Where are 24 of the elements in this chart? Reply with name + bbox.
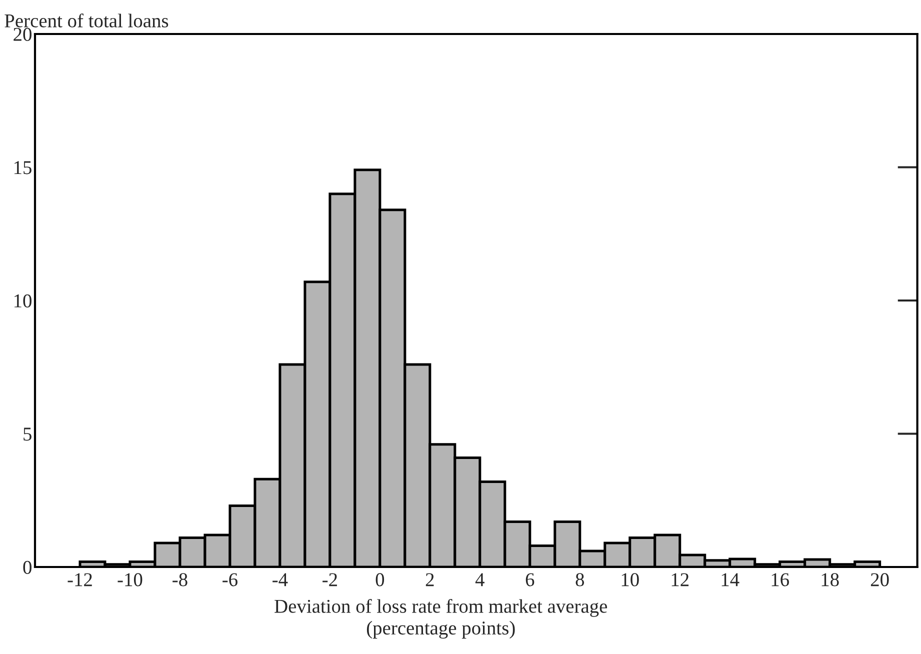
y-tick-label: 20 bbox=[14, 28, 32, 41]
x-tick-label: 0 bbox=[376, 573, 384, 586]
y-tick-label: 10 bbox=[14, 294, 32, 308]
x-tick-label: -10 bbox=[118, 573, 142, 586]
x-tick-label: -12 bbox=[68, 573, 92, 586]
x-tick-label: 8 bbox=[576, 573, 584, 586]
y-tick-label: 15 bbox=[14, 161, 32, 174]
x-tick-label: 12 bbox=[672, 573, 689, 586]
x-tick-label: -2 bbox=[322, 573, 337, 586]
x-tick-label: 14 bbox=[722, 573, 740, 586]
x-tick-label: 18 bbox=[822, 573, 839, 586]
x-tick-label: 6 bbox=[526, 573, 534, 586]
x-tick-label: 10 bbox=[622, 573, 639, 586]
y-tick-label: 0 bbox=[23, 560, 32, 574]
x-tick-label: 2 bbox=[426, 573, 434, 586]
y-axis-title: Percent of total loans bbox=[4, 14, 168, 28]
x-tick-label: -8 bbox=[172, 573, 188, 586]
y-tick-label: 5 bbox=[24, 428, 32, 441]
x-tick-label: -4 bbox=[272, 573, 288, 586]
x-tick-label: 4 bbox=[475, 573, 484, 586]
x-tick-label: 16 bbox=[772, 573, 789, 586]
x-tick-label: 20 bbox=[870, 573, 889, 586]
x-tick-label: -6 bbox=[222, 573, 238, 586]
x-axis-title: Deviation of loss rate from market average (percentage points) bbox=[274, 599, 608, 639]
